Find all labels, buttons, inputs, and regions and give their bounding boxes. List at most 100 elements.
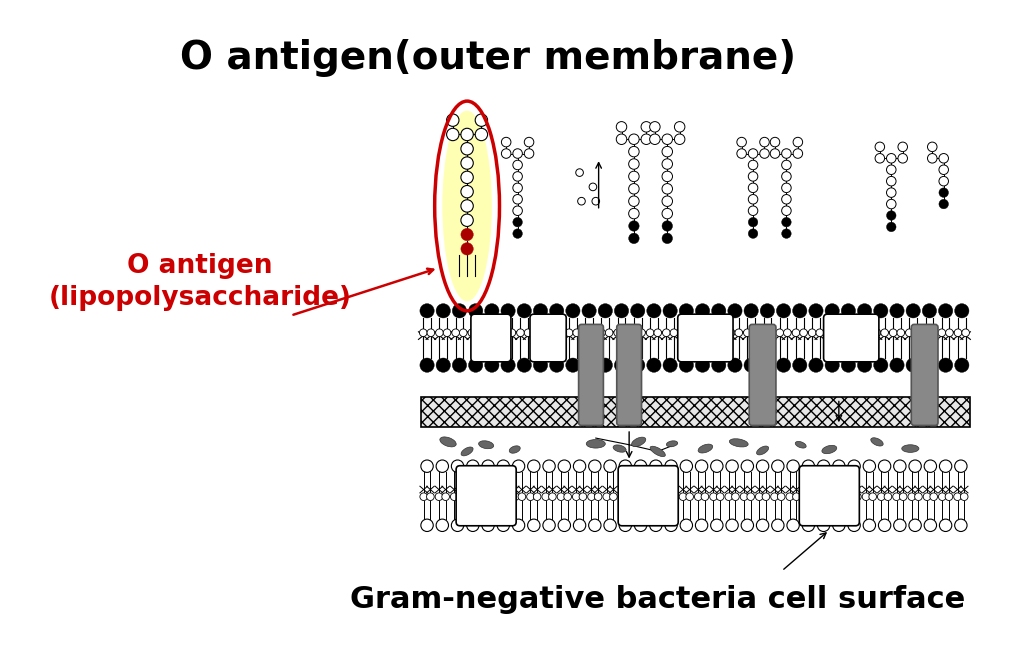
Circle shape: [420, 329, 427, 337]
Circle shape: [446, 114, 459, 126]
Circle shape: [873, 358, 888, 372]
FancyBboxPatch shape: [823, 314, 879, 362]
Circle shape: [887, 165, 896, 174]
Circle shape: [679, 493, 687, 500]
Circle shape: [634, 493, 641, 500]
Circle shape: [857, 329, 864, 337]
Circle shape: [781, 160, 792, 170]
Circle shape: [573, 519, 586, 531]
Circle shape: [461, 128, 473, 141]
Circle shape: [833, 460, 845, 472]
Circle shape: [749, 183, 758, 193]
Ellipse shape: [667, 441, 678, 447]
Circle shape: [887, 222, 896, 232]
Circle shape: [511, 493, 519, 500]
Circle shape: [945, 329, 953, 337]
Circle shape: [654, 329, 662, 337]
Circle shape: [475, 114, 487, 126]
Circle shape: [887, 153, 896, 163]
Circle shape: [695, 460, 708, 472]
Circle shape: [575, 169, 584, 176]
Circle shape: [629, 208, 639, 219]
Circle shape: [461, 200, 473, 212]
Circle shape: [873, 329, 881, 337]
Circle shape: [557, 329, 564, 337]
Circle shape: [833, 519, 845, 531]
Circle shape: [831, 493, 840, 500]
Circle shape: [513, 172, 522, 181]
Circle shape: [629, 159, 639, 169]
Circle shape: [629, 196, 639, 206]
Ellipse shape: [822, 445, 837, 454]
Circle shape: [760, 304, 774, 318]
Circle shape: [735, 329, 742, 337]
Circle shape: [884, 493, 892, 500]
Circle shape: [421, 519, 433, 531]
Circle shape: [564, 493, 571, 500]
Circle shape: [476, 329, 483, 337]
Circle shape: [794, 138, 803, 147]
Circle shape: [776, 358, 791, 372]
Circle shape: [501, 304, 515, 318]
Circle shape: [487, 493, 496, 500]
Circle shape: [760, 329, 767, 337]
Circle shape: [629, 171, 639, 181]
Circle shape: [512, 460, 524, 472]
Circle shape: [573, 460, 586, 472]
Circle shape: [482, 519, 495, 531]
Circle shape: [663, 358, 677, 372]
Circle shape: [616, 134, 627, 145]
Circle shape: [484, 304, 499, 318]
Circle shape: [622, 329, 629, 337]
Circle shape: [953, 493, 962, 500]
Circle shape: [878, 493, 885, 500]
Circle shape: [879, 460, 891, 472]
Circle shape: [663, 171, 673, 181]
Circle shape: [524, 149, 534, 159]
Circle shape: [635, 519, 647, 531]
Circle shape: [781, 172, 792, 181]
Circle shape: [675, 134, 685, 145]
Circle shape: [928, 142, 937, 151]
Circle shape: [582, 358, 596, 372]
Circle shape: [647, 304, 662, 318]
Circle shape: [649, 134, 660, 145]
Circle shape: [467, 519, 479, 531]
Circle shape: [744, 304, 759, 318]
Circle shape: [857, 358, 871, 372]
Circle shape: [876, 142, 885, 151]
Circle shape: [647, 358, 662, 372]
Circle shape: [938, 358, 952, 372]
Circle shape: [781, 229, 792, 238]
FancyBboxPatch shape: [471, 314, 511, 362]
Circle shape: [663, 329, 670, 337]
Circle shape: [598, 329, 605, 337]
Circle shape: [467, 460, 479, 472]
Circle shape: [484, 329, 492, 337]
Ellipse shape: [587, 440, 605, 448]
Circle shape: [749, 160, 758, 170]
Circle shape: [613, 329, 622, 337]
Circle shape: [894, 519, 906, 531]
Circle shape: [675, 122, 685, 132]
Circle shape: [603, 493, 610, 500]
Circle shape: [762, 493, 770, 500]
Ellipse shape: [902, 445, 919, 453]
Circle shape: [945, 493, 952, 500]
Circle shape: [598, 358, 612, 372]
Ellipse shape: [870, 438, 883, 446]
Circle shape: [532, 329, 541, 337]
Circle shape: [443, 329, 451, 337]
Circle shape: [635, 460, 647, 472]
Circle shape: [646, 329, 654, 337]
Circle shape: [436, 304, 451, 318]
Circle shape: [905, 329, 913, 337]
Circle shape: [757, 519, 769, 531]
Circle shape: [527, 460, 540, 472]
Circle shape: [517, 329, 524, 337]
Circle shape: [898, 153, 907, 163]
Circle shape: [794, 149, 803, 159]
Circle shape: [749, 195, 758, 204]
Circle shape: [839, 493, 846, 500]
Circle shape: [802, 519, 814, 531]
